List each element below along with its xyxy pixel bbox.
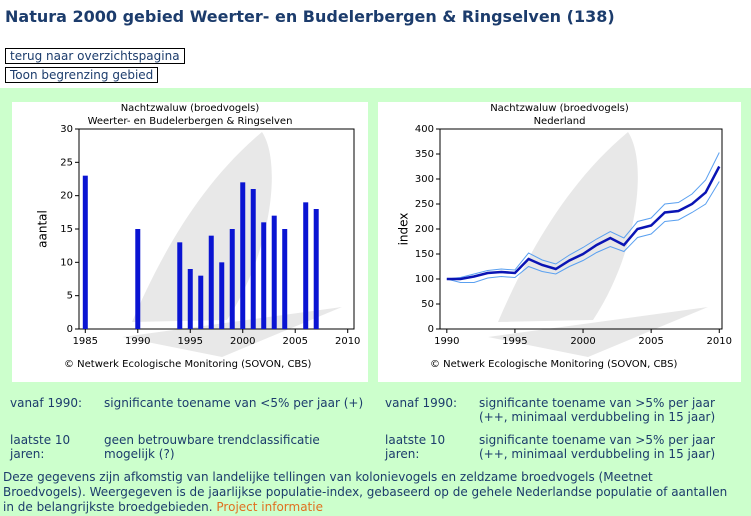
bar [303, 202, 309, 329]
y-axis-label: index [397, 213, 411, 246]
line [446, 165, 721, 281]
bar [250, 189, 256, 329]
y-tick-label: 10 [60, 257, 73, 268]
chart-title: Nachtzwaluw (broedvogels) [490, 103, 629, 114]
x-tick-label: 2005 [638, 336, 663, 347]
chart: Nachtzwaluw (broedvogels) Nederland © Netw… [378, 102, 741, 382]
footer: Deze gegevens zijn afkomstig van landeli… [3, 470, 738, 515]
chart: Nachtzwaluw (broedvogels) Weerter- en Bud… [12, 102, 368, 382]
x-tick-label: 2010 [335, 336, 360, 347]
bar [135, 229, 141, 329]
y-tick-label: 200 [415, 224, 434, 235]
y-tick-label: 50 [421, 299, 434, 310]
trend-label: laatste 10 jaren: [10, 433, 71, 461]
bar [240, 182, 246, 329]
source-note: © Netwerk Ecologische Monitoring (SOVON,… [64, 359, 311, 370]
page-title: Natura 2000 gebied Weerter- en Budelerbe… [5, 7, 615, 26]
x-tick-label: 1990 [434, 336, 459, 347]
y-tick-label: 100 [415, 274, 434, 285]
y-tick-label: 30 [60, 124, 73, 135]
y-tick-label: 250 [415, 199, 434, 210]
y-tick-label: 20 [60, 191, 73, 202]
bar [271, 215, 277, 329]
bar [219, 262, 225, 329]
y-tick-label: 150 [415, 249, 434, 260]
y-tick-label: 0 [67, 324, 73, 335]
bar [282, 229, 288, 329]
bar [177, 242, 183, 329]
y-tick-label: 15 [60, 224, 73, 235]
x-tick-label: 2010 [707, 336, 732, 347]
chart-title: Nachtzwaluw (broedvogels) [121, 103, 260, 114]
trend-text: significante toename van <5% per jaar (+… [104, 396, 364, 410]
x-tick-label: 2005 [282, 336, 307, 347]
line [446, 152, 720, 280]
bar [208, 235, 214, 329]
x-tick-label: 1995 [502, 336, 527, 347]
chart-subtitle: Nederland [534, 116, 586, 127]
y-tick-label: 0 [428, 324, 434, 335]
trend-label: vanaf 1990: [10, 396, 83, 410]
boundary-button[interactable]: Toon begrenzing gebied [5, 67, 159, 83]
bar [82, 175, 88, 329]
trend-text: significante toename van >5% per jaar (+… [479, 396, 716, 424]
footer-text: Deze gegevens zijn afkomstig van landeli… [3, 470, 728, 514]
line [446, 181, 720, 283]
bar [261, 222, 267, 329]
trend-text: significante toename van >5% per jaar (+… [479, 433, 716, 461]
back-button[interactable]: terug naar overzichtspagina [5, 48, 185, 64]
y-tick-label: 350 [415, 149, 434, 160]
trend-label: laatste 10 jaren: [385, 433, 446, 461]
y-tick-label: 5 [67, 291, 73, 302]
source-note: © Netwerk Ecologische Monitoring (SOVON,… [430, 359, 677, 370]
x-tick-label: 1990 [125, 336, 150, 347]
project-link[interactable]: Project informatie [216, 500, 323, 514]
x-tick-label: 2000 [570, 336, 595, 347]
bar [187, 269, 193, 329]
x-tick-label: 1995 [178, 336, 203, 347]
y-axis-label: aantal [36, 210, 50, 248]
y-tick-label: 25 [60, 157, 73, 168]
trend-label: vanaf 1990: [385, 396, 458, 410]
chart-subtitle: Weerter- en Budelerbergen & Ringselven [88, 116, 293, 127]
trend-text: geen betrouwbare trendclassificatie moge… [104, 433, 320, 461]
x-tick-label: 1985 [73, 336, 98, 347]
y-tick-label: 400 [415, 124, 434, 135]
bar [313, 209, 319, 329]
bar [198, 275, 204, 329]
x-tick-label: 2000 [230, 336, 255, 347]
bar [229, 229, 235, 329]
y-tick-label: 300 [415, 174, 434, 185]
